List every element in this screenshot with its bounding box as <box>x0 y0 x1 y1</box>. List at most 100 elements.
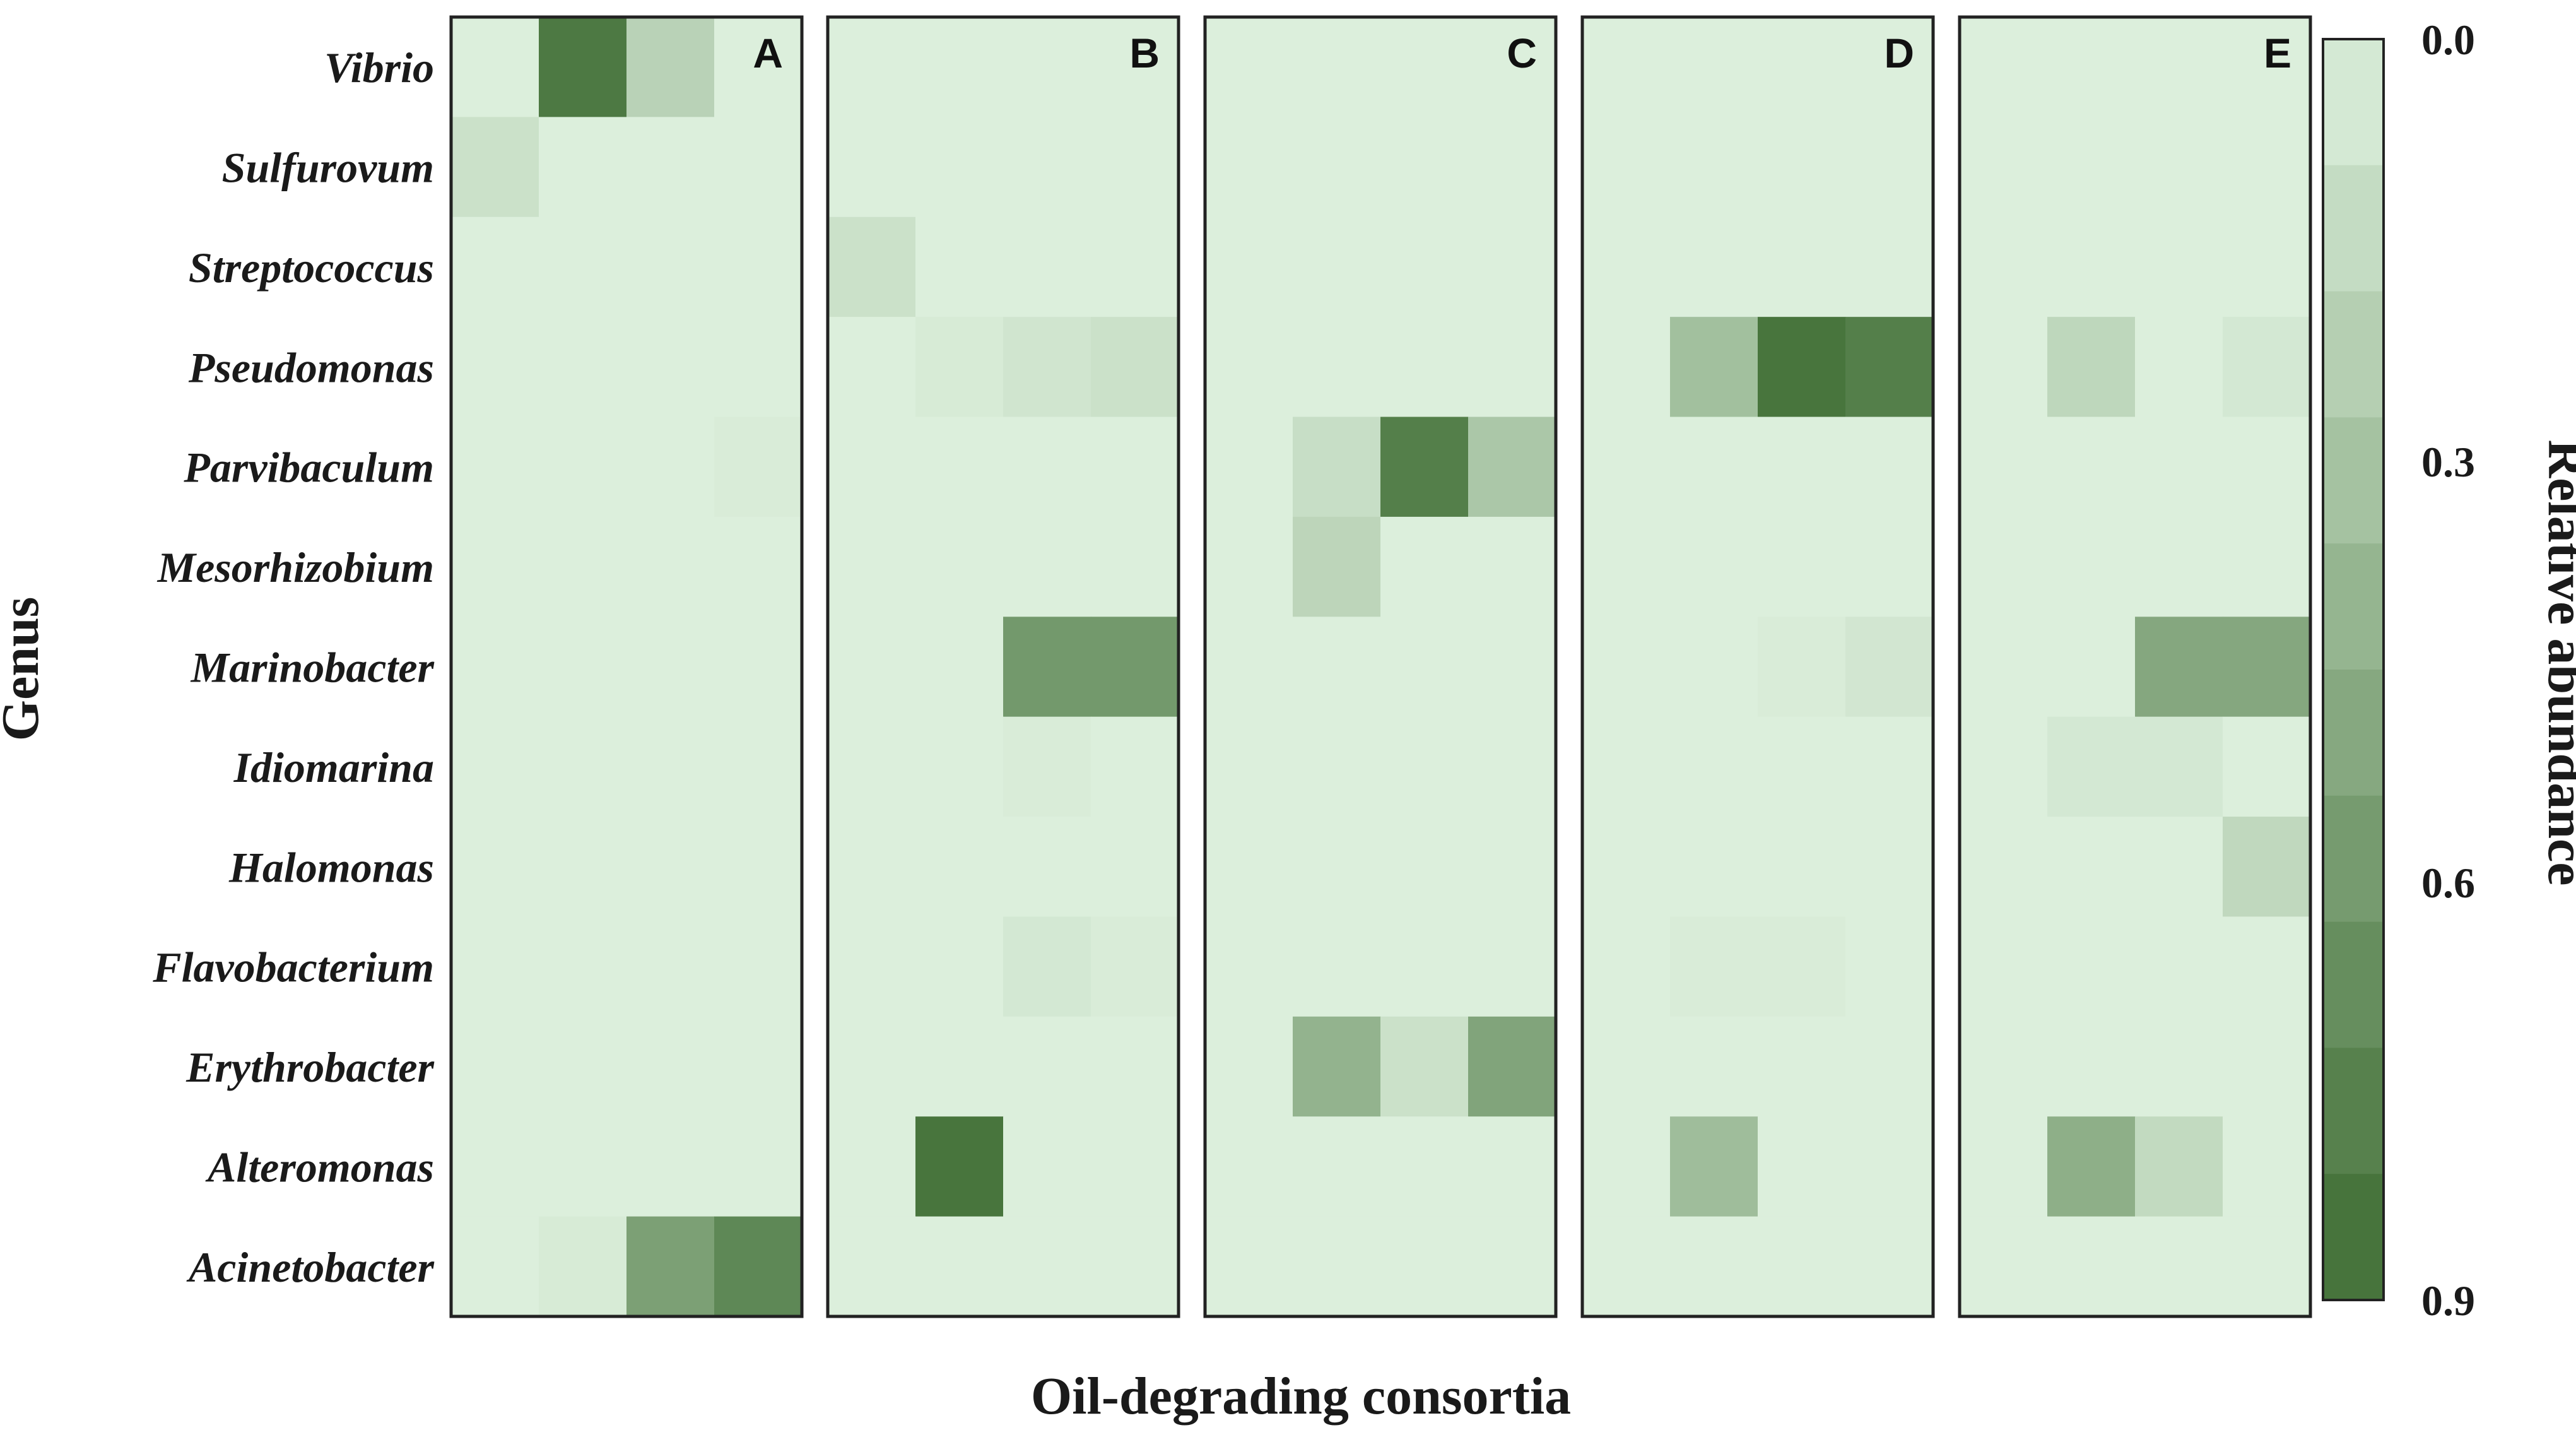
heatmap-cell <box>1960 716 2048 817</box>
heatmap-cell <box>915 117 1004 218</box>
panel-frame <box>1958 15 2312 1318</box>
heatmap-cell <box>626 117 715 218</box>
heatmap-cell <box>1380 617 1469 718</box>
heatmap-cell <box>539 617 627 718</box>
heatmap-cell <box>1670 1116 1758 1217</box>
heatmap-cell <box>1380 916 1469 1017</box>
heatmap-cell <box>1293 1016 1381 1117</box>
heatmap-cell <box>1293 317 1381 418</box>
heatmap-cell <box>1003 17 1091 117</box>
heatmap-cell <box>2223 317 2311 418</box>
heatmap-cell <box>539 317 627 418</box>
heatmap-cell <box>539 1116 627 1217</box>
heatmap-cell <box>626 1116 715 1217</box>
panel-label: D <box>1884 30 1914 76</box>
heatmap-cell <box>1845 417 1934 517</box>
heatmap-cell <box>2135 417 2223 517</box>
genus-label: Mesorhizobium <box>157 543 434 591</box>
genus-label: Flavobacterium <box>152 943 434 991</box>
heatmap-cell <box>1670 17 1758 117</box>
heatmap-cell <box>1205 1016 1293 1117</box>
heatmap-cell <box>2047 216 2136 317</box>
heatmap-cell <box>714 916 803 1017</box>
heatmap-cell <box>1960 216 2048 317</box>
panel-frame <box>449 15 804 1318</box>
heatmap-cell <box>1293 617 1381 718</box>
heatmap-cell <box>1670 516 1758 617</box>
heatmap-cell <box>451 916 539 1017</box>
heatmap-cell <box>2223 117 2311 218</box>
heatmap-cell <box>1293 1116 1381 1217</box>
heatmap-cell <box>1582 117 1671 218</box>
heatmap-cell <box>828 17 916 117</box>
heatmap-cell <box>1003 317 1091 418</box>
heatmap-cell <box>2135 17 2223 117</box>
heatmap-cell <box>1845 716 1934 817</box>
heatmap-cell <box>1758 817 1846 918</box>
heatmap-cell <box>2047 1116 2136 1217</box>
heatmap-cell <box>2047 1216 2136 1317</box>
genus-label: Parvibaculum <box>183 444 434 492</box>
heatmap-cell <box>539 716 627 817</box>
heatmap-cell <box>626 17 715 117</box>
heatmap-cell <box>1845 17 1934 117</box>
heatmap-cell <box>1091 916 1179 1017</box>
heatmap-cell <box>2047 317 2136 418</box>
x-axis-title: Oil-degrading consortia <box>1031 1367 1571 1426</box>
panel-c: C <box>1203 15 1558 1318</box>
heatmap-cell <box>2047 1016 2136 1117</box>
y-axis-title: Genus <box>0 597 50 742</box>
heatmap-cell <box>2223 1216 2311 1317</box>
genus-label: Idiomarina <box>233 743 434 791</box>
heatmap-cell <box>1205 317 1293 418</box>
colorbar-band <box>2323 543 2384 670</box>
heatmap-cell <box>1003 916 1091 1017</box>
heatmap-cell <box>1670 1216 1758 1317</box>
colorbar-tick-label: 0.6 <box>2421 859 2475 907</box>
colorbar-band <box>2323 921 2384 1048</box>
heatmap-cell <box>1468 17 1556 117</box>
heatmap-cell <box>828 1216 916 1317</box>
heatmap-cell <box>1468 916 1556 1017</box>
heatmap-cell <box>2223 1116 2311 1217</box>
heatmap-cell <box>2223 1016 2311 1117</box>
heatmap-cell <box>1205 617 1293 718</box>
heatmap-cell <box>539 417 627 517</box>
heatmap-cell <box>1845 317 1934 418</box>
heatmap-cell <box>1293 117 1381 218</box>
heatmap-cell <box>626 1216 715 1317</box>
heatmap-cell <box>1960 516 2048 617</box>
panel-label: A <box>753 30 783 76</box>
colorbar-tick-label: 0.9 <box>2421 1277 2475 1325</box>
heatmap-cell <box>1205 716 1293 817</box>
heatmap-cell <box>451 417 539 517</box>
heatmap-cell <box>1960 916 2048 1017</box>
heatmap-cell <box>1468 1216 1556 1317</box>
heatmap-cell <box>1091 1116 1179 1217</box>
heatmap-cell <box>1003 417 1091 517</box>
heatmap-cell <box>915 1216 1004 1317</box>
heatmap-cell <box>1091 617 1179 718</box>
heatmap-cell <box>1380 17 1469 117</box>
heatmap-cell <box>451 1116 539 1217</box>
heatmap-cell <box>2223 817 2311 918</box>
heatmap-cell <box>2047 716 2136 817</box>
panel-label: E <box>2264 30 2291 76</box>
heatmap-cell <box>1205 17 1293 117</box>
heatmap-cell <box>1960 1016 2048 1117</box>
heatmap-cell <box>828 516 916 617</box>
heatmap-cell <box>1845 1216 1934 1317</box>
heatmap-cell <box>1003 1116 1091 1217</box>
heatmap-cell <box>1205 1116 1293 1217</box>
heatmap-cell <box>2047 916 2136 1017</box>
heatmap-cell <box>1845 817 1934 918</box>
panel-e: E <box>1958 15 2312 1318</box>
heatmap-cell <box>1582 516 1671 617</box>
heatmap-cell <box>626 716 715 817</box>
heatmap-cell <box>1293 817 1381 918</box>
heatmap-cell <box>828 417 916 517</box>
heatmap-cell <box>626 916 715 1017</box>
heatmap-cell <box>1670 216 1758 317</box>
heatmap-cell <box>2047 817 2136 918</box>
heatmap-cell <box>1091 516 1179 617</box>
